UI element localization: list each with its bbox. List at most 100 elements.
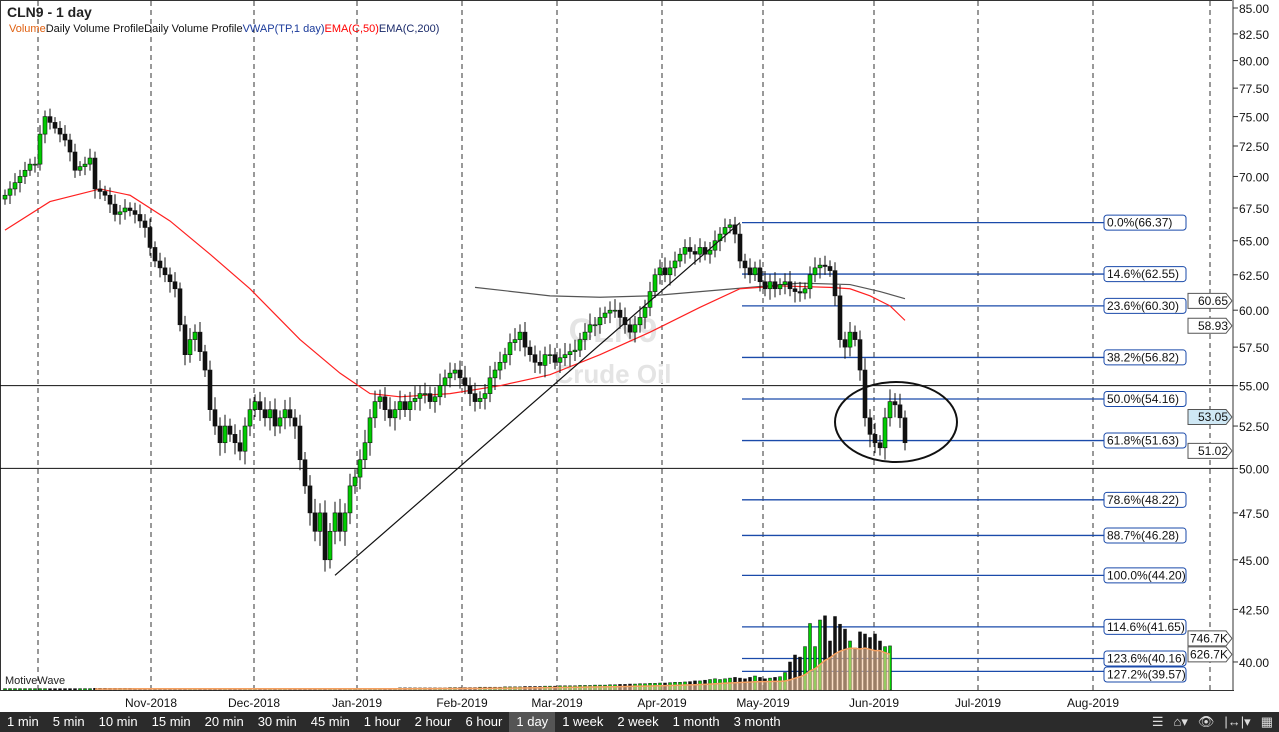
menu-icon[interactable]: ☰ [1151, 714, 1164, 729]
candle-body [227, 425, 233, 435]
candle-body [267, 409, 273, 419]
candle-body [522, 331, 528, 348]
candle-body [737, 233, 743, 262]
legend-item[interactable]: Volume [9, 23, 46, 35]
timeframe-10-min[interactable]: 10 min [98, 714, 138, 729]
timeframe-30-min[interactable]: 30 min [257, 714, 297, 729]
volume-bar [53, 688, 57, 691]
candle-body [627, 324, 633, 333]
timeframe-20-min[interactable]: 20 min [204, 714, 244, 729]
y-tick-label: 52.50 [1239, 420, 1269, 434]
timeframe-2-week[interactable]: 2 week [617, 714, 659, 729]
candle-body [182, 324, 188, 355]
y-tick-label: 42.50 [1239, 603, 1269, 617]
fit-width-icon[interactable]: |↔|▾ [1224, 714, 1251, 729]
toolbar-icons: ☰ ⌂▾ 👁 |↔|▾ ▦ [1152, 712, 1273, 732]
timeframe-1-day[interactable]: 1 day [509, 712, 556, 732]
price-chart[interactable]: Nov-2018 Dec-2018 Jan-2019 Feb-2019 Mar-2019… [0, 0, 1279, 712]
legend-item[interactable]: Daily Volume Profile [45, 23, 145, 35]
candle-body [897, 404, 903, 419]
price-marker-label: 53.05 [1198, 410, 1228, 424]
eye-icon[interactable]: 👁 [1197, 714, 1215, 729]
candle-body [777, 284, 783, 290]
candle-body [677, 253, 683, 262]
candle-body [592, 324, 598, 327]
candle-body [142, 220, 148, 228]
candle-body [2, 194, 8, 200]
candle-body [192, 331, 198, 340]
timeframe-45-min[interactable]: 45 min [310, 714, 350, 729]
fib-label-box [1103, 391, 1187, 408]
candle-body [872, 434, 878, 444]
candle-body [552, 354, 558, 363]
candle-body [687, 247, 693, 252]
price-marker [1187, 317, 1233, 334]
legend-item[interactable]: EMA(C,50) [324, 23, 379, 35]
timeframe-1-min[interactable]: 1 min [7, 714, 39, 729]
timeframe-2-hour[interactable]: 2 hour [414, 714, 452, 729]
candle-body [437, 385, 443, 398]
chart-add-icon[interactable]: ⌂▾ [1173, 714, 1188, 729]
candle-body [707, 249, 713, 255]
candle-body [862, 369, 868, 419]
legend-item[interactable]: Daily Volume Profile [144, 23, 243, 35]
volume-bar [33, 688, 37, 691]
candle-body [512, 339, 518, 343]
candle-body [792, 288, 798, 292]
candle-body [607, 309, 613, 314]
candle-body [132, 210, 138, 215]
x-tick-label: Mar-2019 [531, 696, 583, 710]
calendar-icon[interactable]: ▦ [1260, 714, 1273, 729]
candle-body [507, 342, 513, 355]
timeframe-3-month[interactable]: 3 month [733, 714, 781, 729]
fib-label-box [1103, 266, 1187, 283]
legend-item[interactable]: EMA(C,200) [378, 23, 440, 35]
candle-body [292, 417, 298, 427]
volume-bar [83, 688, 87, 691]
candle-body [767, 281, 773, 290]
candle-body [287, 409, 293, 419]
volume-bar [63, 688, 67, 691]
candle-body [337, 512, 343, 532]
candle-body [442, 377, 448, 386]
legend-item[interactable]: VWAP(TP,1 day) [242, 23, 325, 35]
timeframe-5-min[interactable]: 5 min [52, 714, 85, 729]
x-tick-label: Nov-2018 [125, 696, 177, 710]
candle-body [787, 281, 793, 290]
candle-body [427, 393, 433, 402]
candle-body [177, 288, 183, 326]
candle-body [487, 377, 493, 394]
volume-bar [48, 688, 52, 691]
timeframe-1-hour[interactable]: 1 hour [363, 714, 401, 729]
candle-body [672, 260, 678, 269]
candle-body [302, 459, 308, 487]
timeframe-1-week[interactable]: 1 week [562, 714, 604, 729]
candle-body [262, 409, 268, 419]
x-tick-label: Dec-2018 [228, 696, 280, 710]
candle-body [877, 442, 883, 449]
candle-body [397, 401, 403, 410]
timeframe-6-hour[interactable]: 6 hour [465, 714, 503, 729]
candle-body [542, 354, 548, 366]
brand-label: MotiveWave [5, 675, 66, 687]
fib-level-label: 23.6%(60.30) [1107, 299, 1179, 313]
volume-bar [18, 688, 22, 691]
candle-body [167, 274, 173, 283]
timeframe-1-month[interactable]: 1 month [672, 714, 720, 729]
ema200-line [474, 282, 906, 300]
y-tick-label: 72.50 [1239, 140, 1269, 154]
candle-body [202, 351, 208, 371]
candle-body [847, 331, 853, 348]
y-tick-label: 70.00 [1239, 170, 1269, 184]
candle-body [692, 251, 698, 255]
candle-body [152, 247, 158, 262]
fib-level-label: 14.6%(62.55) [1107, 267, 1179, 281]
volume-bar [88, 688, 92, 691]
candle-body [527, 346, 533, 355]
candle-body [162, 267, 168, 276]
y-tick-label: 75.00 [1239, 111, 1269, 125]
candle-body [327, 531, 333, 561]
candle-body [662, 267, 668, 276]
candle-body [372, 401, 378, 419]
timeframe-15-min[interactable]: 15 min [151, 714, 191, 729]
